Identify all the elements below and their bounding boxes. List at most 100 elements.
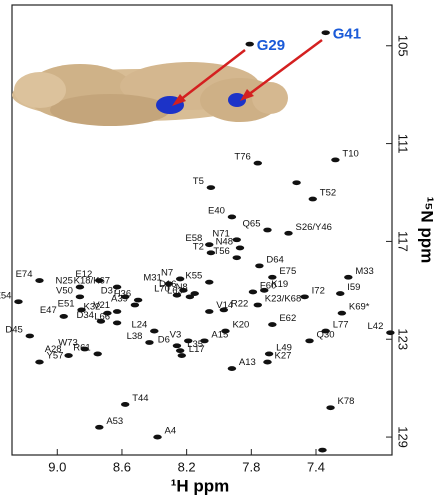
peak-label: E74: [16, 269, 33, 280]
peak: [255, 263, 264, 269]
peak: [103, 310, 112, 316]
peak-label: L38: [127, 331, 143, 342]
peak-label: Q30: [317, 329, 335, 340]
peak: [153, 434, 162, 440]
peak: [172, 343, 182, 349]
peak: [95, 278, 104, 283]
peak-label: E54: [0, 290, 11, 301]
peak: [227, 366, 237, 371]
peak: [75, 294, 85, 300]
peak: [263, 359, 272, 365]
peak: [120, 294, 130, 300]
peak: [248, 289, 258, 295]
peak: [300, 294, 309, 300]
peak: [75, 284, 85, 290]
peak-label: N8: [176, 282, 188, 293]
y-tick-label: 105: [396, 35, 411, 57]
peak-label: D16: [159, 279, 176, 290]
peak-label: N71: [212, 228, 229, 239]
peak: [245, 41, 254, 47]
peak-label: G29: [257, 37, 285, 54]
peak: [227, 214, 237, 220]
peak-label: E62: [279, 313, 296, 324]
peak: [130, 302, 140, 308]
peak-label: E40: [208, 205, 225, 216]
peak: [386, 330, 395, 336]
peak: [59, 314, 68, 319]
peak-label: L77: [333, 320, 349, 331]
peak: [80, 346, 89, 352]
peak: [305, 338, 314, 344]
peak-label: D6: [158, 334, 170, 345]
peak-label: K18/K67: [74, 276, 110, 287]
peak: [184, 338, 193, 344]
peak-label: E58: [185, 233, 202, 244]
peak-label: D34: [76, 310, 93, 321]
peak-label: V3: [170, 329, 182, 340]
peak-label: K20: [232, 320, 249, 331]
peak: [321, 30, 330, 36]
peak-label: T52: [320, 188, 336, 199]
peak: [35, 278, 44, 283]
peak-label: L63: [167, 285, 183, 296]
peak-label: D64: [266, 254, 283, 265]
peak: [232, 237, 241, 243]
peak-label: L70: [154, 284, 170, 295]
peak-label: Q65: [243, 219, 261, 230]
peak: [77, 307, 86, 313]
peak: [95, 424, 104, 430]
peak-label: I59: [347, 282, 360, 293]
peak: [206, 250, 216, 256]
peak: [164, 281, 174, 287]
peak: [205, 309, 214, 314]
peak-label: T2: [193, 241, 204, 252]
peak: [232, 255, 241, 261]
peak: [253, 160, 262, 166]
peak: [206, 185, 216, 191]
peak-label: T76: [234, 152, 250, 163]
peak-label: V21: [93, 300, 110, 311]
peak: [14, 299, 23, 305]
peak: [205, 279, 214, 285]
y-tick-label: 129: [396, 426, 411, 448]
peak-label: T44: [132, 393, 148, 404]
peak-label: L42: [368, 321, 384, 332]
peak: [150, 328, 159, 334]
peak: [326, 405, 335, 411]
peak-label: K55: [185, 271, 202, 282]
x-tick-label: 8.6: [113, 459, 131, 474]
peak-label: E12: [75, 269, 92, 280]
peak: [185, 294, 195, 300]
peak-label: A4: [165, 426, 177, 437]
x-tick-label: 9.0: [48, 459, 66, 474]
peak-label: K32: [83, 302, 100, 313]
peak: [93, 351, 102, 357]
peak-label: K78: [338, 396, 355, 407]
peak: [331, 157, 340, 163]
peak: [177, 353, 186, 358]
peak-label: F60: [260, 280, 276, 291]
peak: [96, 318, 106, 324]
peak: [172, 292, 182, 298]
peak-label: W73: [58, 338, 78, 349]
peak-label: E75: [279, 266, 296, 277]
peak: [284, 230, 293, 236]
peak: [308, 196, 317, 202]
peak: [133, 297, 143, 303]
peak-label: M31: [143, 272, 161, 283]
peak-label: K23/K68*: [265, 294, 305, 305]
peak-label: L66: [94, 311, 110, 322]
peak: [260, 287, 269, 293]
peak-label: L49: [276, 342, 292, 353]
peak: [112, 284, 122, 290]
peak-label: Y57: [46, 351, 63, 362]
y-tick-label: 123: [396, 328, 411, 350]
peak-label: D45: [5, 324, 22, 335]
peak-label: M33: [355, 266, 373, 277]
peak: [292, 180, 301, 186]
peak-label: K19: [271, 279, 288, 290]
peak: [35, 359, 44, 365]
peak: [268, 322, 277, 327]
peak-label: A28: [45, 344, 62, 355]
peak: [175, 276, 185, 282]
